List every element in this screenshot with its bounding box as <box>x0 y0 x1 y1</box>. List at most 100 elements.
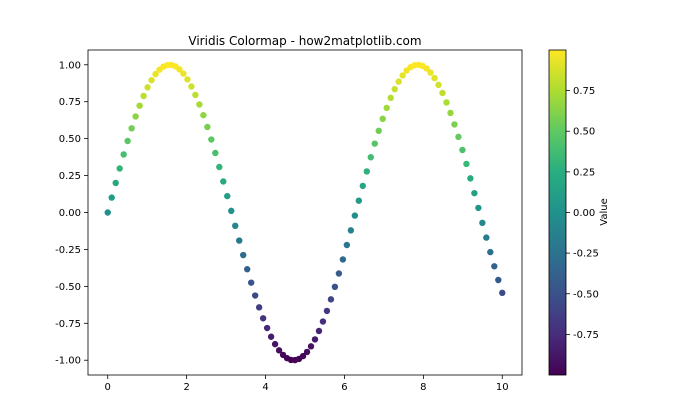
colorbar-tick-label: -0.50 <box>573 289 599 300</box>
colorbar-tick-label: -0.25 <box>573 249 599 260</box>
data-point <box>220 178 227 185</box>
data-point <box>335 270 343 277</box>
colorbar-ticks: -0.75 -0.50 -0.25 0.00 0.25 0.50 0.75 <box>566 86 599 341</box>
data-point <box>387 94 394 102</box>
data-point <box>140 92 147 100</box>
data-point <box>475 204 482 212</box>
data-point <box>459 146 466 154</box>
data-point <box>371 140 378 147</box>
data-point <box>251 292 259 299</box>
data-point <box>307 343 315 350</box>
data-point <box>112 179 119 187</box>
x-tick-label: 6 <box>341 382 347 393</box>
chart-title: Viridis Colormap - how2matplotlib.com <box>188 34 421 48</box>
data-point <box>423 65 430 72</box>
data-point <box>351 212 359 219</box>
data-point <box>247 279 255 286</box>
data-point <box>323 307 331 315</box>
data-point <box>431 74 438 82</box>
data-point <box>483 234 490 241</box>
data-point <box>192 91 199 99</box>
y-tick-label: 1.00 <box>59 60 81 71</box>
colorbar-tick-label: 0.25 <box>573 167 595 178</box>
y-tick-label: 0.25 <box>59 171 81 182</box>
x-tick-label: 4 <box>262 382 268 393</box>
data-point <box>363 168 370 175</box>
data-point <box>244 266 251 273</box>
data-point <box>367 154 374 161</box>
data-point <box>455 133 462 141</box>
colorbar-tick-label: 0.00 <box>573 208 595 219</box>
data-point <box>212 149 219 157</box>
data-point <box>200 111 207 119</box>
data-point <box>236 237 243 244</box>
data-point <box>327 296 335 303</box>
y-tick-label: -1.00 <box>55 356 81 367</box>
data-point <box>188 83 195 90</box>
data-point <box>208 136 215 143</box>
data-point <box>463 160 470 168</box>
x-tick-label: 10 <box>496 382 509 393</box>
data-point <box>311 336 319 343</box>
data-point <box>491 263 498 270</box>
data-point <box>451 121 458 128</box>
data-point <box>232 222 239 229</box>
y-axis-ticks: -1.00 -0.75 -0.50 -0.25 0.00 0.25 0.50 0.75 1.00 <box>55 60 88 367</box>
data-point <box>339 256 347 263</box>
y-tick-label: -0.75 <box>55 319 81 330</box>
y-tick-label: -0.50 <box>55 282 81 293</box>
x-axis-ticks: 0 2 4 6 8 10 <box>105 375 509 393</box>
y-tick-label: 0.75 <box>59 97 81 108</box>
data-point <box>379 115 386 123</box>
data-point <box>355 197 363 204</box>
data-point <box>395 78 402 85</box>
data-point <box>479 219 486 227</box>
data-point <box>275 347 283 354</box>
data-point <box>443 99 450 106</box>
data-point <box>359 182 366 190</box>
data-point <box>124 137 131 145</box>
data-point <box>447 109 454 117</box>
data-point <box>375 127 382 135</box>
data-point <box>499 289 506 297</box>
data-point <box>259 315 267 322</box>
data-points <box>104 61 506 364</box>
colorbar-tick-label: 0.50 <box>573 127 595 138</box>
data-point <box>108 194 115 201</box>
data-point <box>144 84 151 91</box>
data-point <box>427 69 434 76</box>
data-point <box>104 209 111 216</box>
data-point <box>136 102 143 109</box>
data-point <box>271 340 279 348</box>
data-point <box>120 151 127 158</box>
colorbar-tick-label: 0.75 <box>573 86 595 97</box>
data-point <box>399 72 406 79</box>
data-point <box>116 165 123 172</box>
data-point <box>180 70 187 77</box>
plot-area <box>87 49 523 376</box>
data-point <box>132 113 139 120</box>
data-point <box>204 123 211 131</box>
data-point <box>495 276 502 284</box>
data-point <box>128 125 135 132</box>
data-point <box>467 175 474 182</box>
data-point <box>303 348 311 356</box>
data-point <box>343 241 351 249</box>
data-point <box>255 304 263 311</box>
data-point <box>383 104 390 112</box>
data-point <box>263 324 271 332</box>
data-point <box>299 352 307 360</box>
colorbar-tick-label: -0.75 <box>573 330 599 341</box>
data-point <box>439 89 446 97</box>
y-tick-label: 0.00 <box>59 208 81 219</box>
x-tick-label: 8 <box>420 382 426 393</box>
data-point <box>331 283 339 291</box>
data-point <box>267 333 275 340</box>
data-point <box>152 70 159 78</box>
colorbar <box>548 49 567 376</box>
data-point <box>391 85 398 93</box>
y-tick-label: 0.50 <box>59 134 81 145</box>
data-point <box>487 248 494 256</box>
